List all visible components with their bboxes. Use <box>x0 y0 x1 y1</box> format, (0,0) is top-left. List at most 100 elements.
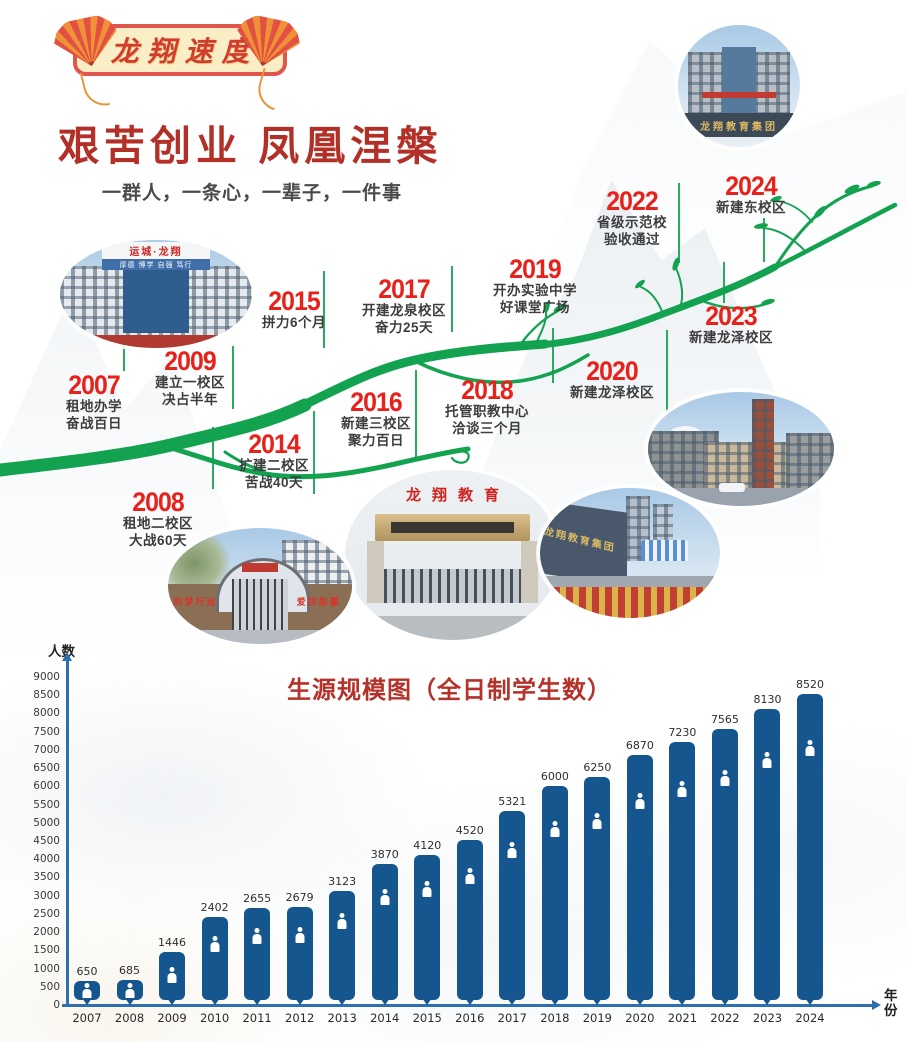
person-head <box>552 820 558 826</box>
canopy-graphic <box>375 514 530 542</box>
x-tick-label: 2017 <box>497 1011 527 1025</box>
x-axis-arrow-icon <box>872 1000 881 1010</box>
timeline-event-2018: 2018 托管职教中心 洽谈三个月 <box>445 377 529 437</box>
x-tick-label: 2024 <box>795 1011 825 1025</box>
person-body <box>167 972 177 983</box>
person-body <box>125 988 135 999</box>
x-tick-label: 2013 <box>327 1011 357 1025</box>
bar-tail <box>805 998 815 1005</box>
person-head <box>254 927 260 933</box>
page-subtitle: 一群人，一条心，一辈子，一件事 <box>102 183 403 204</box>
y-tick-label: 5000 <box>33 816 60 829</box>
mountain-wash <box>0 620 906 1042</box>
x-tick-label: 2014 <box>370 1011 400 1025</box>
y-tick-label: 1500 <box>33 944 60 957</box>
building-graphic <box>703 442 794 488</box>
bar-tail <box>634 998 645 1005</box>
bar-value: 8130 <box>753 692 782 706</box>
timeline-desc: 新建东校区 <box>716 200 786 215</box>
person-body <box>762 758 772 769</box>
red-banner-graphic <box>702 92 776 99</box>
person-body <box>465 874 475 885</box>
photo-campus-one: 运城·龙翔 厚德 博学 自强 笃行 <box>60 240 252 348</box>
motto-strip: 厚德 博学 自强 笃行 <box>102 259 210 271</box>
x-tick-label: 2022 <box>710 1011 740 1025</box>
person-icon <box>550 820 560 837</box>
timeline-desc: 租地办学 <box>65 399 122 414</box>
person-icon <box>507 842 517 859</box>
ground-graphic <box>168 630 352 644</box>
person-head <box>382 888 388 894</box>
bar-value: 7230 <box>668 725 697 739</box>
timeline-year: 2024 <box>725 171 778 201</box>
fence-graphic <box>383 568 522 603</box>
person-body <box>550 826 560 837</box>
person-icon <box>337 912 347 929</box>
timeline-year: 2014 <box>248 429 301 459</box>
person-body <box>720 776 730 787</box>
timeline-year: 2019 <box>509 254 562 284</box>
bar-tail <box>167 998 178 1005</box>
timeline-year: 2022 <box>606 186 659 216</box>
y-axis-arrow-icon <box>62 652 72 661</box>
y-tick-label: 4000 <box>33 853 60 866</box>
timeline-connector <box>313 411 315 494</box>
x-tick-label: 2015 <box>412 1011 442 1025</box>
bar-2014 <box>371 863 398 1000</box>
banner-title: 龙翔速度 <box>110 35 259 68</box>
person-icon <box>295 927 305 944</box>
bar-tail <box>294 998 305 1005</box>
person-icon <box>252 927 262 944</box>
bar-2013 <box>329 891 356 1000</box>
x-tick-label: 2020 <box>625 1011 655 1025</box>
bar-2008 <box>116 980 143 1000</box>
person-body <box>337 918 347 929</box>
timeline-event-2020: 2020 新建龙泽校区 <box>570 358 654 401</box>
y-tick-label: 5500 <box>33 798 60 811</box>
timeline-connector <box>666 330 668 412</box>
person-head <box>637 792 643 798</box>
photo-headquarters: 龙翔教育集团 <box>678 25 800 147</box>
canopy-slot <box>390 522 515 533</box>
timeline-desc: 新建龙泽校区 <box>689 330 773 345</box>
person-icon <box>720 770 730 787</box>
person-icon <box>125 982 135 999</box>
photo-sign: 龙翔教育集团 <box>543 526 617 555</box>
y-axis-label: 人数 <box>48 644 75 659</box>
timeline-connector <box>415 370 417 458</box>
timeline-desc: 新建龙泽校区 <box>570 385 654 400</box>
person-icon <box>210 935 220 952</box>
x-tick-label: 2012 <box>285 1011 315 1025</box>
bar-2009 <box>159 952 186 1000</box>
person-head <box>424 880 430 886</box>
y-tick-label: 8000 <box>33 707 60 720</box>
timeline-year: 2023 <box>705 301 758 331</box>
bar-2017 <box>499 811 526 1000</box>
timeline-event-2016: 2016 新建三校区 聚力百日 <box>341 389 411 449</box>
bar-value: 5321 <box>498 795 527 809</box>
bar-2022 <box>711 729 738 1000</box>
person-head <box>594 812 600 818</box>
timeline-year: 2007 <box>68 370 121 400</box>
bar-tail <box>379 998 390 1005</box>
person-head <box>297 927 303 933</box>
x-tick-label: 2023 <box>752 1011 783 1025</box>
x-tick-label: 2018 <box>540 1011 570 1025</box>
x-tick-label: 2019 <box>582 1011 612 1025</box>
photo-caption: 龙翔教育集团 <box>700 121 778 133</box>
bar-value: 6870 <box>625 738 654 752</box>
bar-2019 <box>584 777 611 1000</box>
timeline-event-2023: 2023 新建龙泽校区 <box>689 303 773 346</box>
person-head <box>679 781 685 787</box>
photo-sign: 龙翔教育 <box>405 486 510 504</box>
timeline-event-2022: 2022 省级示范校 验收通过 <box>597 188 667 248</box>
bar-2024 <box>797 694 823 1000</box>
timeline-event-2014: 2014 扩建二校区 苦战40天 <box>239 431 309 491</box>
person-icon <box>465 868 475 885</box>
x-tick-label: 2008 <box>114 1011 145 1025</box>
bar-tail <box>124 998 135 1005</box>
timeline-event-2009: 2009 建立一校区 决占半年 <box>155 348 225 408</box>
sign-board: 运城·龙翔 <box>102 242 210 260</box>
person-body <box>507 848 517 859</box>
